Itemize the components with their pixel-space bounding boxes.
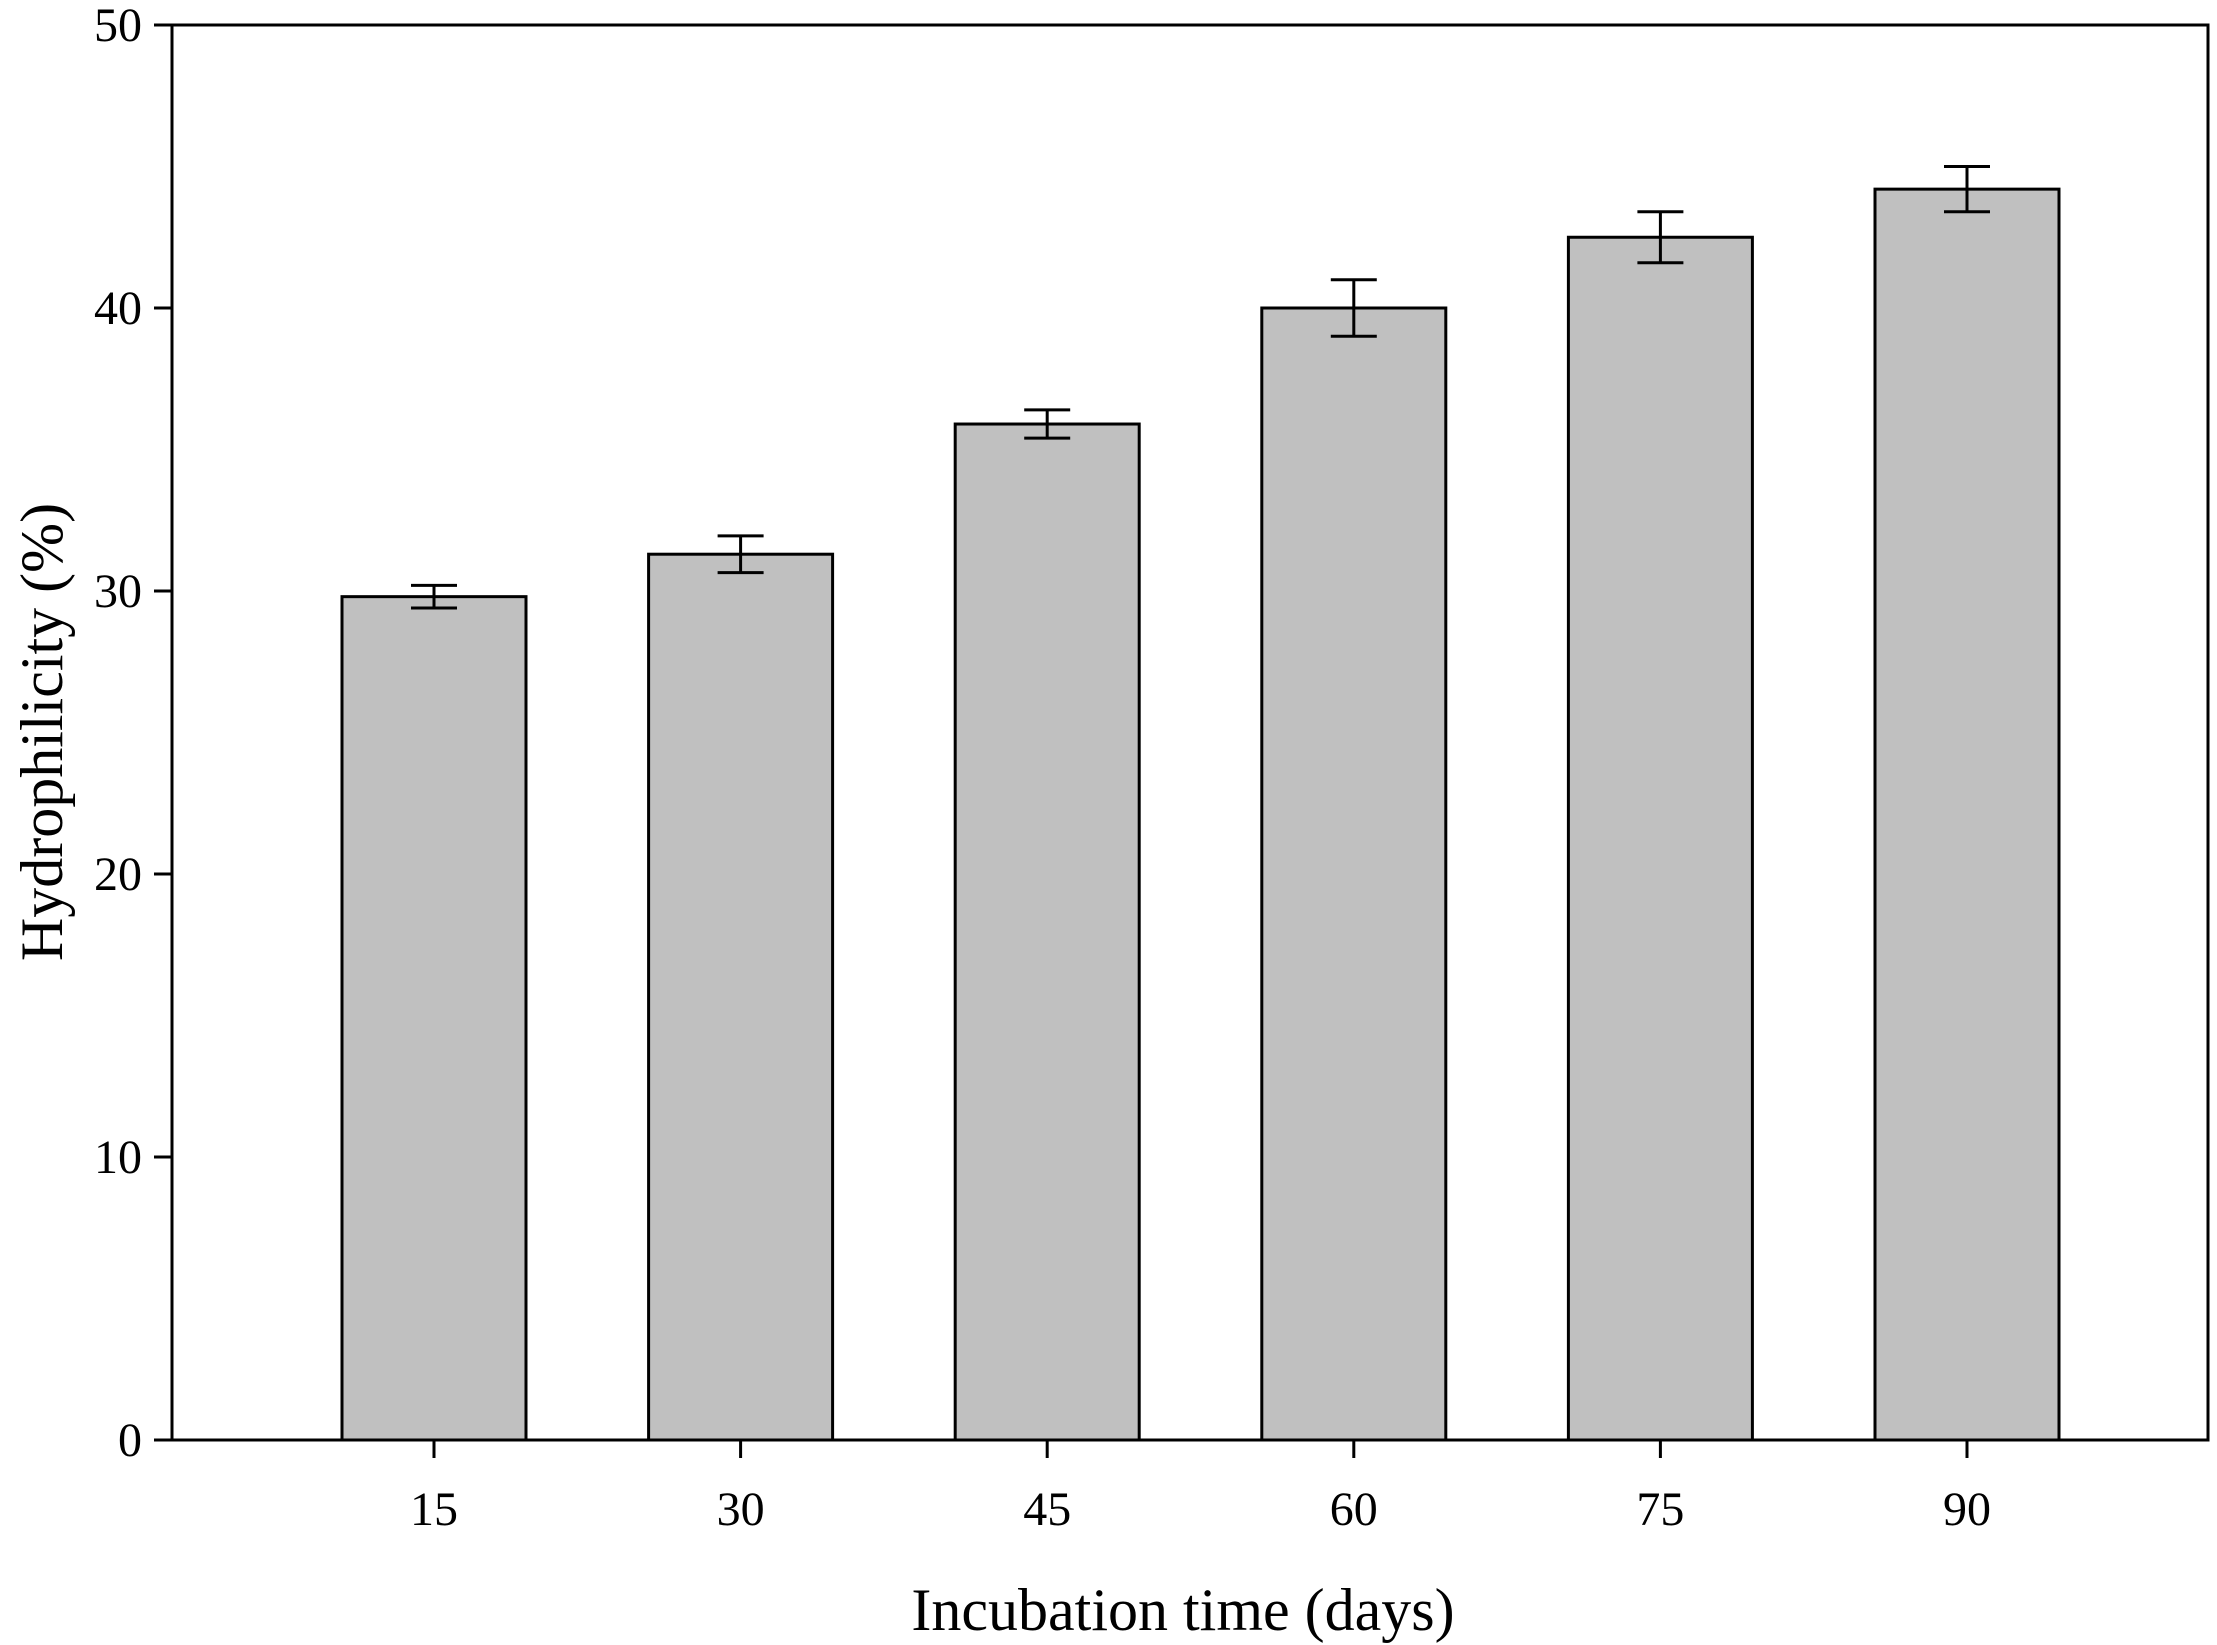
- y-tick-label: 50: [94, 0, 142, 52]
- error-bar: [717, 534, 764, 575]
- bar: [1260, 306, 1448, 1442]
- bar: [340, 595, 528, 1442]
- bar-series: [340, 187, 2061, 1442]
- y-axis: 0 10 20 30 40 50: [94, 0, 172, 1467]
- y-tick-label: 40: [94, 282, 142, 335]
- x-tick-label: 90: [1943, 1483, 1991, 1536]
- plot-frame: [170, 23, 2210, 1442]
- x-tick-label: 45: [1023, 1483, 1071, 1536]
- y-tick-label: 0: [118, 1414, 142, 1467]
- error-bar: [411, 583, 457, 610]
- bar: [1873, 187, 2061, 1442]
- x-axis: 15 30 45 60 75 90: [410, 1440, 1991, 1536]
- error-bar: [1637, 210, 1684, 265]
- x-tick-label: 75: [1636, 1483, 1684, 1536]
- error-bar: [1330, 278, 1377, 338]
- bar: [953, 422, 1141, 1442]
- error-bars: [411, 165, 1990, 610]
- y-tick-label: 10: [94, 1131, 142, 1184]
- y-tick-label: 20: [94, 848, 142, 901]
- x-tick-label: 15: [410, 1483, 458, 1536]
- x-tick-label: 60: [1330, 1483, 1378, 1536]
- bar: [1566, 235, 1754, 1442]
- y-tick-label: 30: [94, 565, 142, 618]
- error-bar: [1024, 408, 1071, 440]
- x-axis-title: Incubation time (days): [911, 1577, 1454, 1643]
- error-bar: [1944, 165, 1990, 214]
- bar: [647, 552, 835, 1442]
- x-tick-label: 30: [717, 1483, 765, 1536]
- y-axis-title: Hydrophilicity (%): [9, 503, 75, 961]
